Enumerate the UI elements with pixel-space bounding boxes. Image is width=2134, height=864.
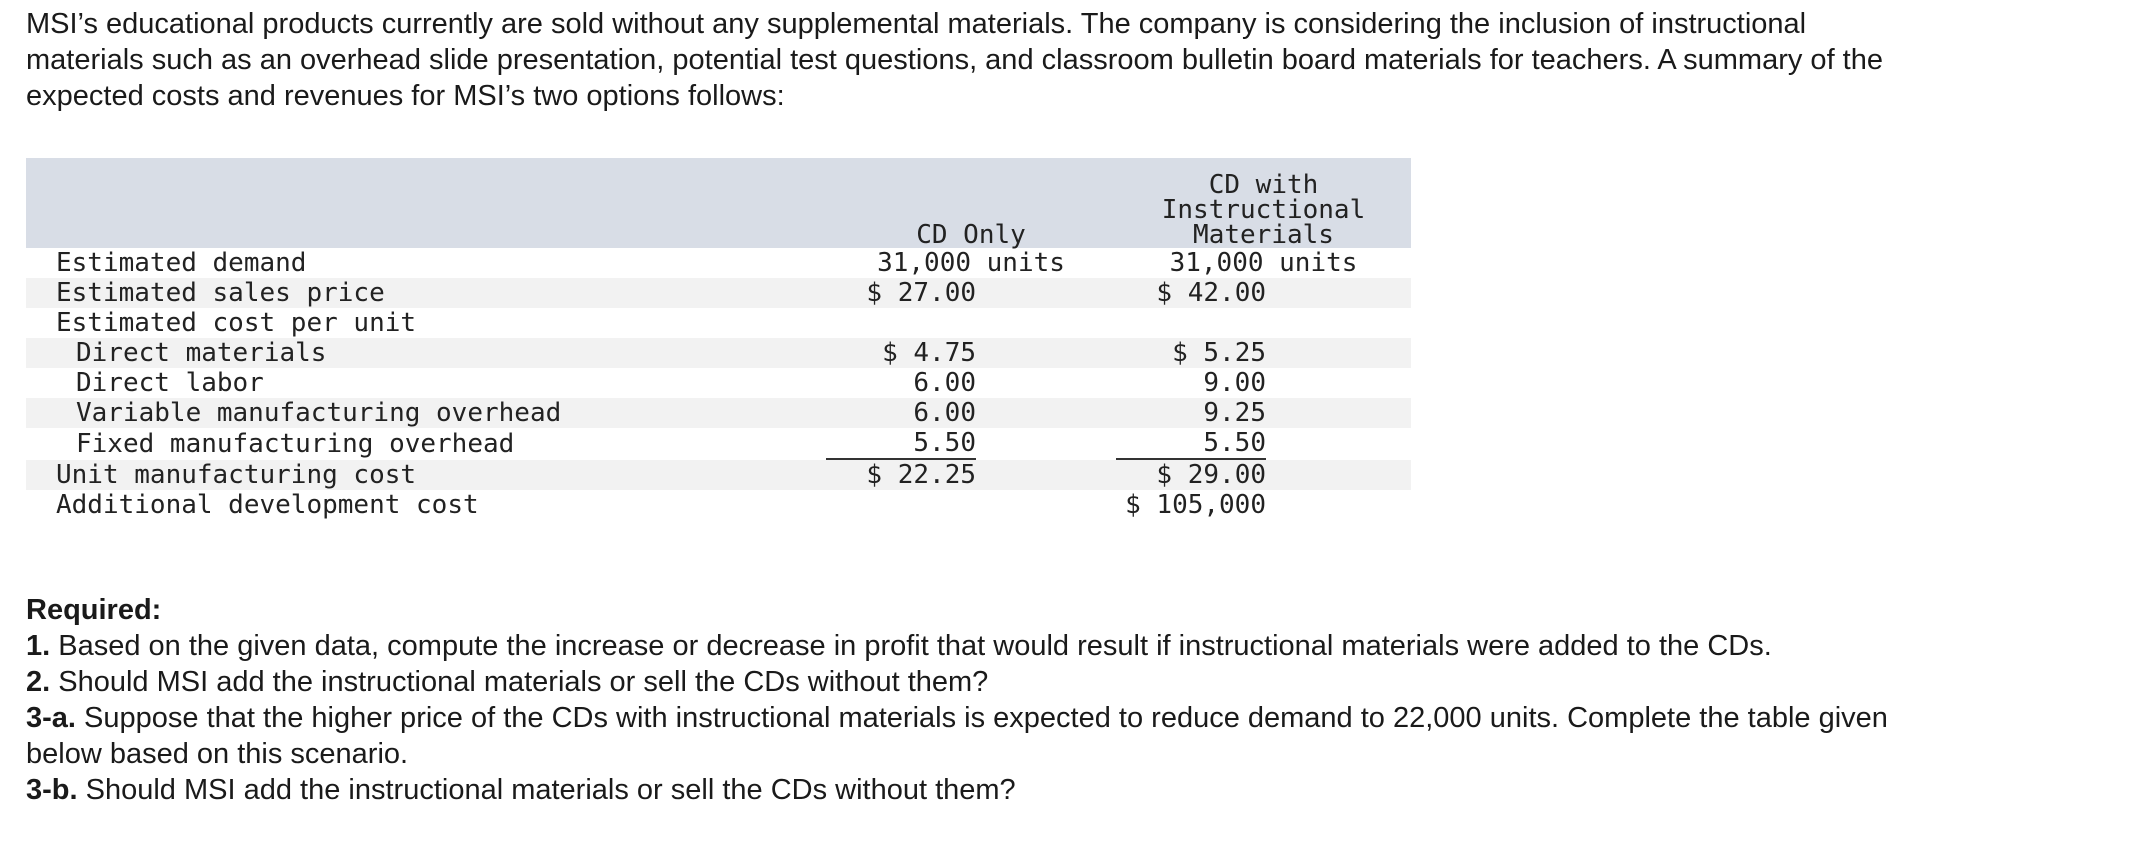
cd-only-value xyxy=(826,308,1116,338)
required-section: Required: 1. Based on the given data, co… xyxy=(26,592,1926,808)
header-cd-with-materials: CD with Instructional Materials xyxy=(1116,158,1411,248)
cd-only-value: 5.50 xyxy=(826,428,1116,460)
row-label: Variable manufacturing overhead xyxy=(26,398,826,428)
cd-materials-value: 9.25 xyxy=(1116,398,1411,428)
table-row: Fixed manufacturing overhead 5.50 5.50 xyxy=(26,428,1411,460)
cd-only-value: $ 27.00 xyxy=(826,278,1116,308)
row-label: Direct labor xyxy=(76,368,264,398)
intro-paragraph: MSI’s educational products currently are… xyxy=(26,8,1883,112)
header-line-3: Materials xyxy=(1193,220,1334,250)
table-row: Direct labor 6.00 9.00 xyxy=(26,368,1411,398)
row-label: Direct materials xyxy=(26,338,826,368)
cd-materials-value: $ 105,000 xyxy=(1125,490,1266,520)
header-line-1: CD with xyxy=(1208,170,1319,200)
table-header-row: CD Only CD with Instructional Materials xyxy=(26,158,1411,248)
header-line-2: Instructional xyxy=(1161,195,1366,225)
cd-materials-value: $ 42.00 xyxy=(1116,278,1411,308)
cd-materials-value: 31,000 units xyxy=(1169,248,1358,278)
question-3a: 3-a. Suppose that the higher price of th… xyxy=(26,702,1888,770)
row-label: Estimated demand xyxy=(56,248,307,278)
cd-materials-value xyxy=(1116,308,1411,338)
table-row: Additional development cost $ 105,000 xyxy=(26,490,1411,520)
table-row: Estimated cost per unit xyxy=(26,308,1411,338)
table-row: Variable manufacturing overhead 6.00 9.2… xyxy=(26,398,1411,428)
row-label: Additional development cost xyxy=(56,490,479,520)
table-row: Direct materials $ 4.75 $ 5.25 xyxy=(26,338,1411,368)
question-1: 1. Based on the given data, compute the … xyxy=(26,630,1772,662)
row-label: Fixed manufacturing overhead xyxy=(76,429,515,459)
cd-materials-value: $ 29.00 xyxy=(1116,460,1411,490)
header-cd-only-text: CD Only xyxy=(916,220,1026,250)
cd-only-value: 6.00 xyxy=(826,398,1116,428)
row-label: Estimated cost per unit xyxy=(56,308,417,338)
cd-materials-value: 5.50 xyxy=(1116,428,1411,460)
cost-revenue-table: CD Only CD with Instructional Materials … xyxy=(26,158,1411,520)
cd-materials-value: $ 5.25 xyxy=(1116,338,1411,368)
row-label: Unit manufacturing cost xyxy=(26,460,826,490)
header-cd-only: CD Only xyxy=(826,158,1116,248)
question-2: 2. Should MSI add the instructional mate… xyxy=(26,666,989,698)
cd-only-value xyxy=(826,490,1116,520)
header-blank xyxy=(26,158,826,248)
cd-only-value: $ 4.75 xyxy=(826,338,1116,368)
cd-only-value: 31,000 units xyxy=(877,248,1065,278)
table-row: Unit manufacturing cost $ 22.25 $ 29.00 xyxy=(26,460,1411,490)
cd-materials-value: 9.00 xyxy=(1203,368,1266,398)
row-label: Estimated sales price xyxy=(26,278,826,308)
cd-only-value: $ 22.25 xyxy=(826,460,1116,490)
question-3b: 3-b. Should MSI add the instructional ma… xyxy=(26,774,1016,806)
required-heading: Required: xyxy=(26,594,162,626)
cd-only-value: 6.00 xyxy=(913,368,976,398)
table-row: Estimated sales price $ 27.00 $ 42.00 xyxy=(26,278,1411,308)
table-row: Estimated demand 31,000 units 31,000 uni… xyxy=(26,248,1411,278)
